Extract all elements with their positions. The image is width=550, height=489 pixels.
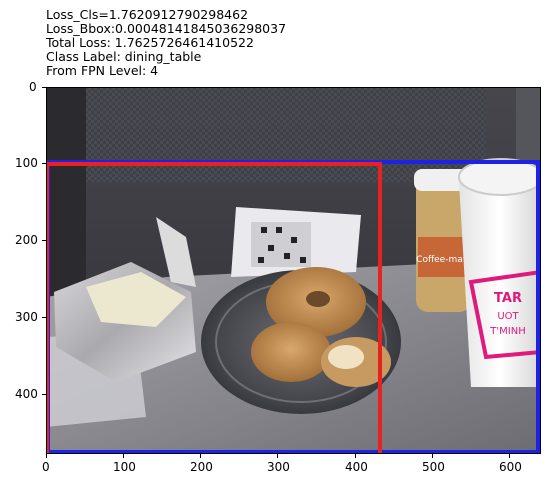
newspaper — [231, 207, 361, 277]
y-tick-mark — [42, 394, 46, 395]
x-tick-label: 300 — [267, 460, 290, 474]
x-tick-label: 100 — [113, 460, 136, 474]
y-tick-mark — [42, 317, 46, 318]
x-tick-mark — [355, 454, 356, 458]
y-tick-label: 0 — [29, 80, 37, 94]
cup-text-2: UOT — [497, 311, 519, 322]
cup-text-3: T'MINH — [489, 326, 525, 337]
butter-packet — [54, 217, 196, 382]
y-tick-label: 400 — [15, 387, 38, 401]
jar-label-text: Coffee-mate — [416, 255, 472, 265]
total-loss-line: Total Loss: 1.7625726461410522 — [46, 35, 254, 50]
creamer-jar: Coffee-mate — [414, 169, 474, 312]
x-tick-mark — [277, 454, 278, 458]
y-tick-mark — [42, 87, 46, 88]
loss-cls-line: Loss_Cls=1.7620912790298462 — [46, 7, 249, 22]
cup-text-1: TAR — [494, 291, 522, 306]
x-tick-mark — [509, 454, 510, 458]
x-tick-mark — [200, 454, 201, 458]
fpn-level-line: From FPN Level: 4 — [46, 63, 159, 78]
x-tick-label: 500 — [422, 460, 445, 474]
y-tick-label: 100 — [15, 156, 38, 170]
red-bounding-box — [46, 162, 382, 454]
y-tick-label: 300 — [15, 310, 38, 324]
x-tick-label: 400 — [345, 460, 368, 474]
photo-scene: Coffee-mate TAR UOT T'MINH — [46, 87, 541, 454]
donut-halves — [251, 322, 391, 387]
y-tick-mark — [42, 240, 46, 241]
x-tick-mark — [46, 454, 47, 458]
x-tick-mark — [432, 454, 433, 458]
y-tick-label: 200 — [15, 233, 38, 247]
loss-bbox-line: Loss_Bbox:0.00048141845036298037 — [46, 21, 287, 36]
seat-fabric — [86, 87, 486, 182]
title-block: Loss_Cls=1.7620912790298462 Loss_Bbox:0.… — [46, 8, 286, 78]
class-label-line: Class Label: dining_table — [46, 49, 202, 64]
y-tick-mark — [42, 163, 46, 164]
coffee-cup: TAR UOT T'MINH — [458, 158, 541, 387]
photo-plot-area: Coffee-mate TAR UOT T'MINH — [46, 87, 541, 454]
x-tick-mark — [123, 454, 124, 458]
donut-whole — [266, 267, 366, 337]
x-tick-label: 600 — [499, 460, 522, 474]
x-tick-label: 200 — [190, 460, 213, 474]
x-tick-label: 0 — [42, 460, 50, 474]
